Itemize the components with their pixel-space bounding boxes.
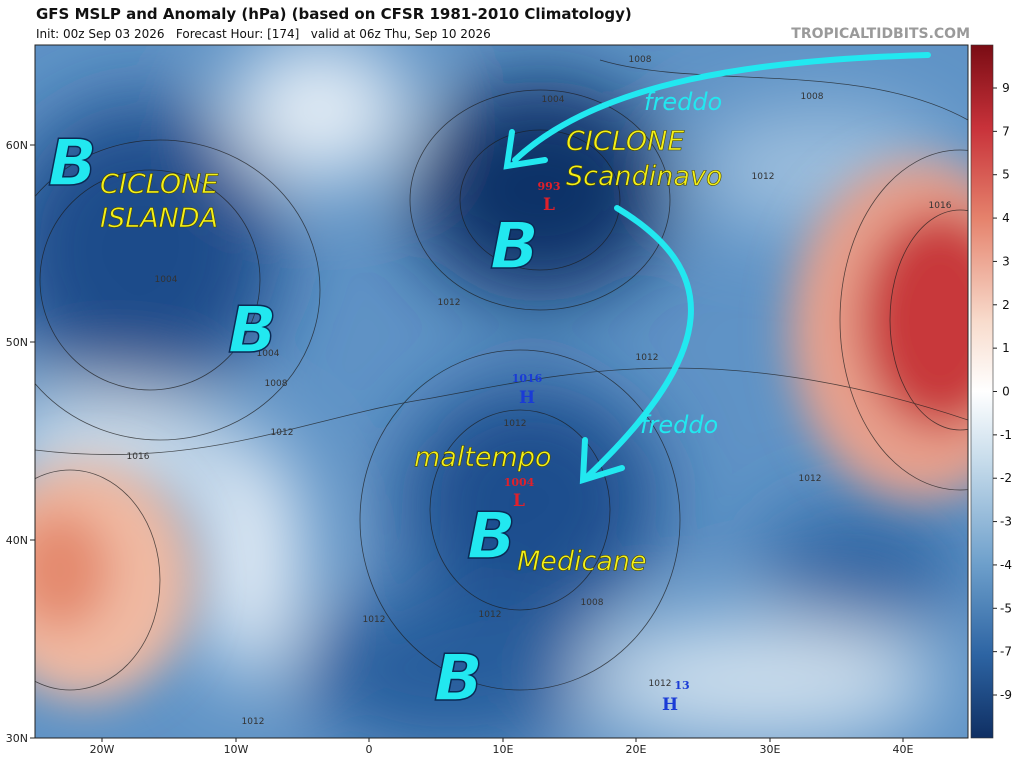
isobar-label: 1012 xyxy=(504,419,527,429)
isobar-label: 1012 xyxy=(242,717,265,727)
colorbar-label: 2 xyxy=(1002,298,1010,312)
isobar-label: 1016 xyxy=(929,201,952,211)
pressure-mark: B xyxy=(490,210,539,284)
colorbar-label: 3 xyxy=(1002,254,1010,268)
center-symbol: H xyxy=(662,695,678,715)
center-symbol: H xyxy=(519,388,535,408)
colorbar-label: -2 xyxy=(1000,471,1012,485)
center-symbol: L xyxy=(513,491,525,511)
arrow-north xyxy=(512,52,931,163)
label-freddo: freddo xyxy=(640,411,718,439)
isobar-label: 1012 xyxy=(271,428,294,438)
isobar-labels: 1008 1004 1008 1012 1016 1004 1004 1008 1012 1016… xyxy=(127,55,952,727)
pressure-mark: B xyxy=(434,642,483,716)
lon-label: 10E xyxy=(493,743,514,756)
label-scandinavo: Scandinavo xyxy=(566,161,722,192)
colorbar-label: 1 xyxy=(1002,341,1010,355)
pressure-mark: B xyxy=(467,500,516,574)
colorbar-ticks: 9 7 5 4 3 2 1 0 -1 -2 -3 -4 -5 -7 -9 xyxy=(993,81,1012,702)
lon-label: 30E xyxy=(760,743,781,756)
title: GFS MSLP and Anomaly (hPa) (based on CFS… xyxy=(36,5,632,23)
colorbar-label: -9 xyxy=(1000,688,1012,702)
pressure-mark: B xyxy=(48,127,97,201)
isobars xyxy=(35,59,968,691)
subtitle: Init: 00z Sep 03 2026 Forecast Hour: [17… xyxy=(36,27,491,41)
label-islanda: ISLANDA xyxy=(100,203,218,234)
lon-label: 10W xyxy=(224,743,249,756)
colorbar-label: 0 xyxy=(1002,385,1010,399)
isobar-label: 1012 xyxy=(636,353,659,363)
lon-label: 0 xyxy=(366,743,373,756)
lon-label: 20W xyxy=(90,743,115,756)
center-value: 993 xyxy=(538,180,561,193)
isobar-label: 1012 xyxy=(799,474,822,484)
colorbar-label: 7 xyxy=(1002,124,1010,138)
colorbar-label: 5 xyxy=(1002,168,1010,182)
arrowhead-east xyxy=(579,437,625,485)
pressure-mark: B xyxy=(228,294,277,368)
colorbar-label: 4 xyxy=(1002,211,1010,225)
flow-arrows xyxy=(503,52,931,485)
label-medicane: Medicane xyxy=(517,546,647,577)
label-maltempo: maltempo xyxy=(414,442,552,473)
isobar-label: 1004 xyxy=(257,349,280,359)
isobar-label: 1004 xyxy=(155,275,178,285)
center-symbol: L xyxy=(543,195,555,215)
isobar-label: 1012 xyxy=(752,172,775,182)
isobar-label: 1016 xyxy=(127,452,150,462)
map-frame xyxy=(34,44,969,739)
arrowhead-north xyxy=(503,129,548,170)
graticule-labels: 60N 50N 40N 30N 20W 10W 0 10E 20E 30E 40E xyxy=(6,139,914,756)
isobar-label: 1012 xyxy=(479,610,502,620)
arrow-east xyxy=(585,205,694,479)
colorbar-label: -5 xyxy=(1000,601,1012,615)
isobar-label: 1008 xyxy=(265,379,288,389)
lon-label: 20E xyxy=(626,743,647,756)
isobar-label: 1008 xyxy=(801,92,824,102)
colorbar-label: 9 xyxy=(1002,81,1010,95)
colorbar-label: -3 xyxy=(1000,515,1012,529)
isobar-label: 1008 xyxy=(629,55,652,65)
isobar-label: 1012 xyxy=(438,298,461,308)
isobar-label: 1004 xyxy=(542,95,565,105)
isobar-label: 1012 xyxy=(649,679,672,689)
lat-label: 40N xyxy=(6,534,28,547)
lon-label: 40E xyxy=(893,743,914,756)
anomaly-field xyxy=(35,45,968,738)
source: TROPICALTIDBITS.COM xyxy=(791,26,970,42)
center-value: 13 xyxy=(674,679,689,692)
colorbar-label: -7 xyxy=(1000,645,1012,659)
center-value: 1004 xyxy=(504,476,535,489)
center-value: 1016 xyxy=(512,372,543,385)
colorbar-label: -1 xyxy=(1000,428,1012,442)
isobar-label: 1008 xyxy=(581,598,604,608)
label-ciclone: CICLONE xyxy=(100,169,218,200)
lat-label: 30N xyxy=(6,732,28,745)
lat-label: 50N xyxy=(6,336,28,349)
colorbar xyxy=(970,44,994,739)
label-freddo: freddo xyxy=(644,88,722,116)
label-ciclone: CICLONE xyxy=(566,126,684,157)
isobar-label: 1012 xyxy=(363,615,386,625)
lat-label: 60N xyxy=(6,139,28,152)
colorbar-label: -4 xyxy=(1000,558,1012,572)
